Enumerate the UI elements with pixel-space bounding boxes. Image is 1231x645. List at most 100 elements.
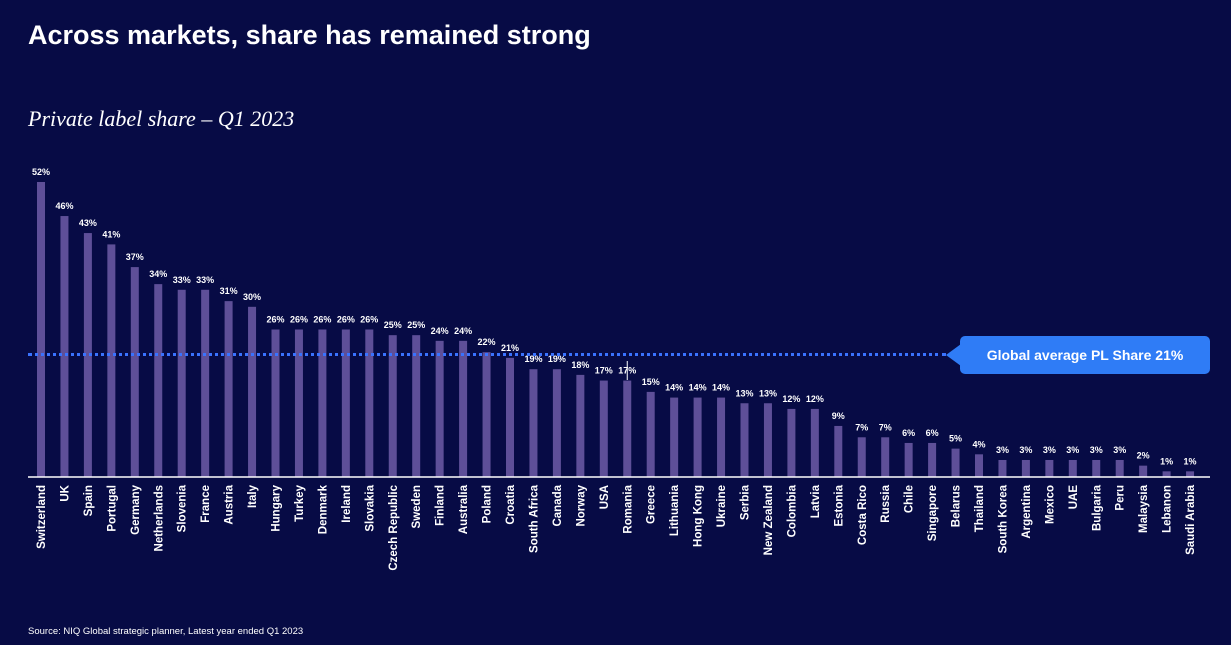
category-label: Denmark <box>317 484 329 534</box>
bar-argentina <box>1021 459 1030 477</box>
bar-latvia <box>810 408 819 477</box>
value-label: 3% <box>1090 445 1103 455</box>
value-label: 6% <box>902 428 915 438</box>
value-label: 2% <box>1137 451 1150 461</box>
category-label: Canada <box>552 484 564 526</box>
value-label: 12% <box>806 394 824 404</box>
value-label: 3% <box>1113 445 1126 455</box>
bar-italy <box>248 306 257 477</box>
value-label: 1% <box>1160 456 1173 466</box>
bar-australia <box>459 340 468 477</box>
category-label: Switzerland <box>36 485 48 549</box>
bar-slovenia <box>177 289 186 477</box>
bar-peru <box>1115 459 1124 477</box>
value-label: 15% <box>642 377 660 387</box>
category-label: Saudi Arabia <box>1185 484 1197 554</box>
bar-lithuania <box>670 397 679 477</box>
bar-mexico <box>1045 459 1054 477</box>
bar-uae <box>1068 459 1077 477</box>
category-label: Chile <box>904 485 916 513</box>
category-label: UK <box>59 484 71 501</box>
bar-slovakia <box>365 329 374 477</box>
value-label: 46% <box>55 201 73 211</box>
bar-singapore <box>928 442 937 477</box>
value-label: 19% <box>524 354 542 364</box>
value-label: 4% <box>972 439 985 449</box>
category-label: Ireland <box>341 485 353 523</box>
bar-croatia <box>506 357 514 477</box>
category-label: Thailand <box>974 485 986 532</box>
bar-colombia <box>787 408 796 477</box>
category-label: Hong Kong <box>693 485 705 547</box>
bar-romania <box>623 380 632 477</box>
bar-netherlands <box>154 284 163 477</box>
value-label: 5% <box>949 434 962 444</box>
bar-norway <box>576 374 585 477</box>
category-label: Italy <box>247 484 259 508</box>
category-label: Latvia <box>810 484 822 518</box>
value-label: 41% <box>102 229 120 239</box>
bar-chile <box>904 442 913 477</box>
value-label: 18% <box>571 360 589 370</box>
value-label: 9% <box>832 411 845 421</box>
bar-saudi-arabia <box>1186 471 1195 477</box>
category-label: Argentina <box>1021 484 1033 538</box>
bar-new-zealand <box>763 403 772 477</box>
category-label: Greece <box>646 485 658 524</box>
value-label: 3% <box>996 445 1009 455</box>
category-label: Lebanon <box>1162 485 1174 533</box>
category-label: Turkey <box>294 484 306 521</box>
value-label: 37% <box>126 252 144 262</box>
category-label: Ukraine <box>716 485 728 527</box>
value-label: 7% <box>855 422 868 432</box>
value-label: 21% <box>501 343 519 353</box>
bar-czech-republic <box>388 335 397 477</box>
bar-hong-kong <box>693 397 702 477</box>
bar-ukraine <box>717 397 726 477</box>
value-label: 52% <box>32 167 50 177</box>
category-label: Australia <box>458 484 470 534</box>
category-label: South Korea <box>997 484 1009 553</box>
value-label: 43% <box>79 218 97 228</box>
category-labels-group: Switzerland UK Spain Portugal Germany Netherl… <box>36 484 1197 570</box>
bar-south-korea <box>998 459 1007 477</box>
bar-costa-rico <box>857 437 866 477</box>
bar-finland <box>435 340 444 477</box>
category-label: Hungary <box>271 484 283 531</box>
bar-south-africa <box>529 369 538 477</box>
value-label: 17% <box>595 366 613 376</box>
bar-ireland <box>341 329 350 477</box>
value-label: 3% <box>1043 445 1056 455</box>
category-label: Romania <box>622 484 634 533</box>
value-label: 26% <box>290 315 308 325</box>
bar-turkey <box>294 329 303 477</box>
value-label: 6% <box>926 428 939 438</box>
bar-canada <box>552 369 561 477</box>
value-label: 1% <box>1184 456 1197 466</box>
category-label: Costa Rico <box>857 485 869 545</box>
bar-serbia <box>740 403 749 477</box>
category-label: UAE <box>1068 485 1080 510</box>
value-label: 13% <box>759 388 777 398</box>
value-label: 24% <box>454 326 472 336</box>
page-title: Across markets, share has remained stron… <box>28 20 591 50</box>
category-label: USA <box>599 485 611 509</box>
bar-thailand <box>975 454 983 477</box>
value-label: 26% <box>266 315 284 325</box>
bar-portugal <box>107 244 116 477</box>
category-label: Belarus <box>951 485 963 527</box>
value-label: 14% <box>689 383 707 393</box>
value-label: 7% <box>879 422 892 432</box>
bar-malaysia <box>1139 465 1148 477</box>
bar-greece <box>646 391 655 477</box>
category-label: Estonia <box>833 484 845 526</box>
value-label: 3% <box>1066 445 1079 455</box>
category-label: Spain <box>83 485 95 516</box>
category-label: Portugal <box>106 485 118 532</box>
value-label: 30% <box>243 292 261 302</box>
value-label: 25% <box>407 320 425 330</box>
category-label: Sweden <box>411 485 423 528</box>
category-label: Poland <box>482 485 494 523</box>
value-label: 24% <box>431 326 449 336</box>
